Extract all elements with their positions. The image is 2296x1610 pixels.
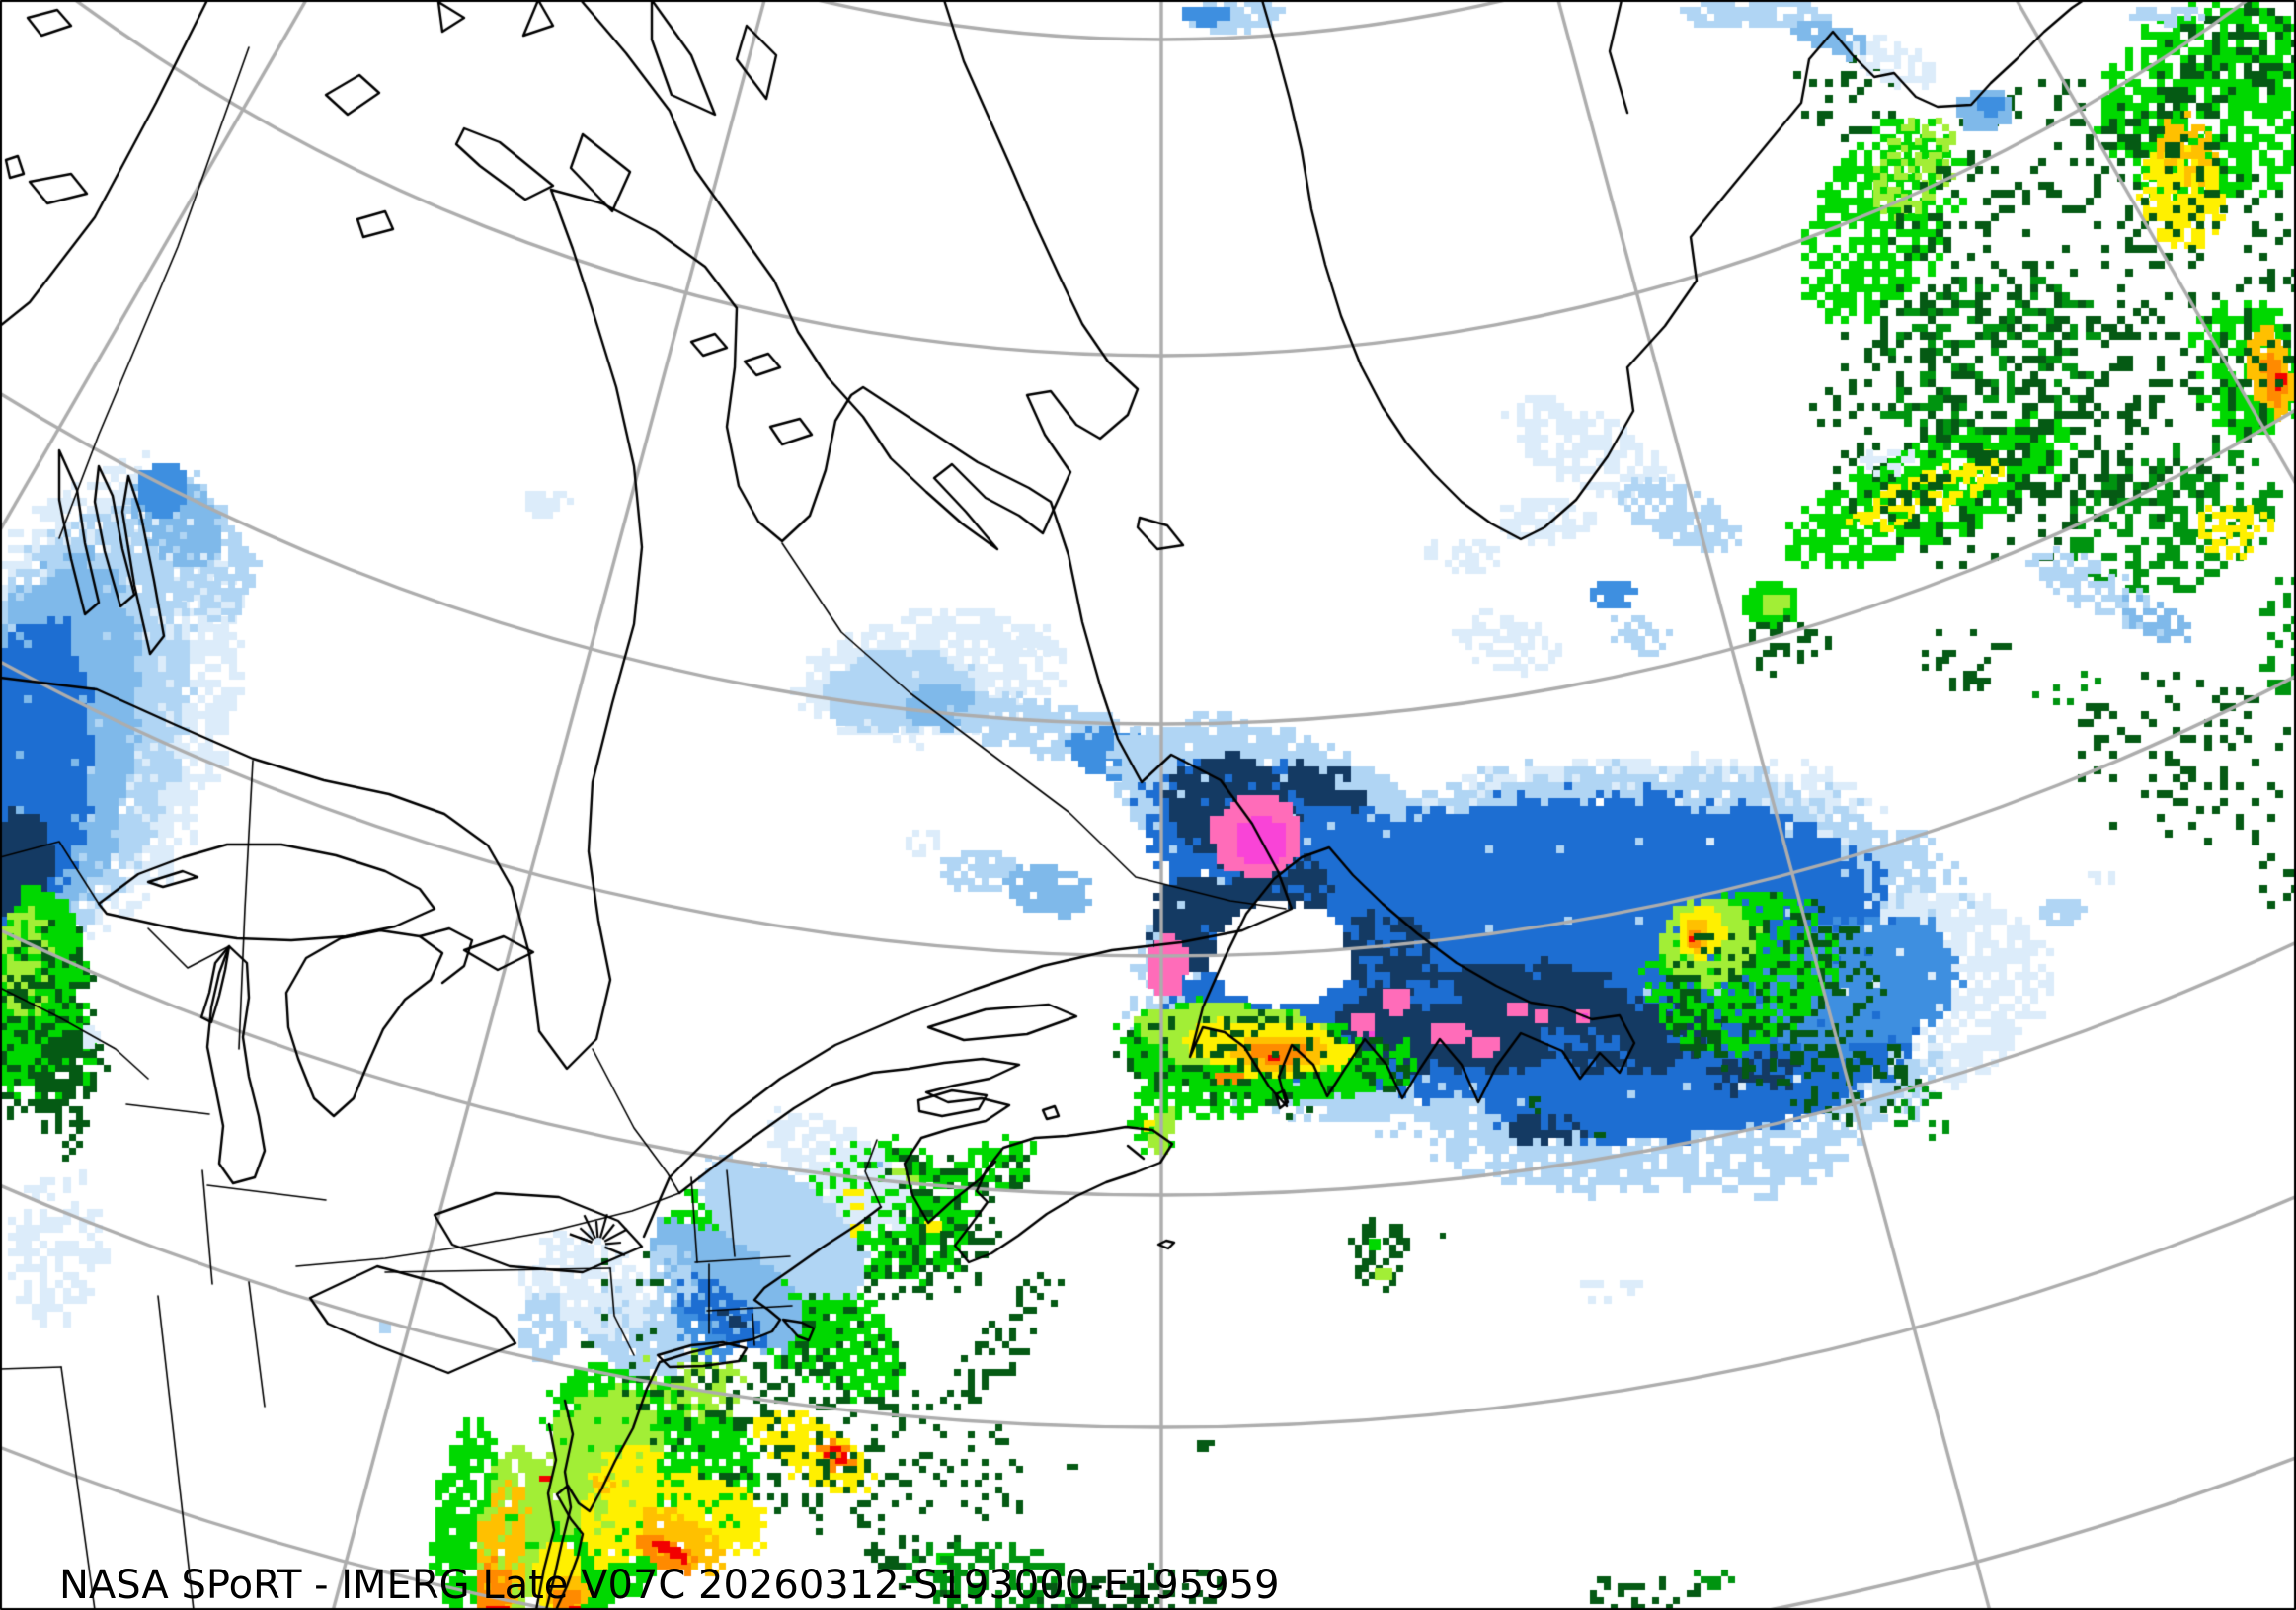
product-title-label: NASA SPoRT - IMERG Late V07C 20260312-S1… bbox=[59, 1563, 1280, 1608]
